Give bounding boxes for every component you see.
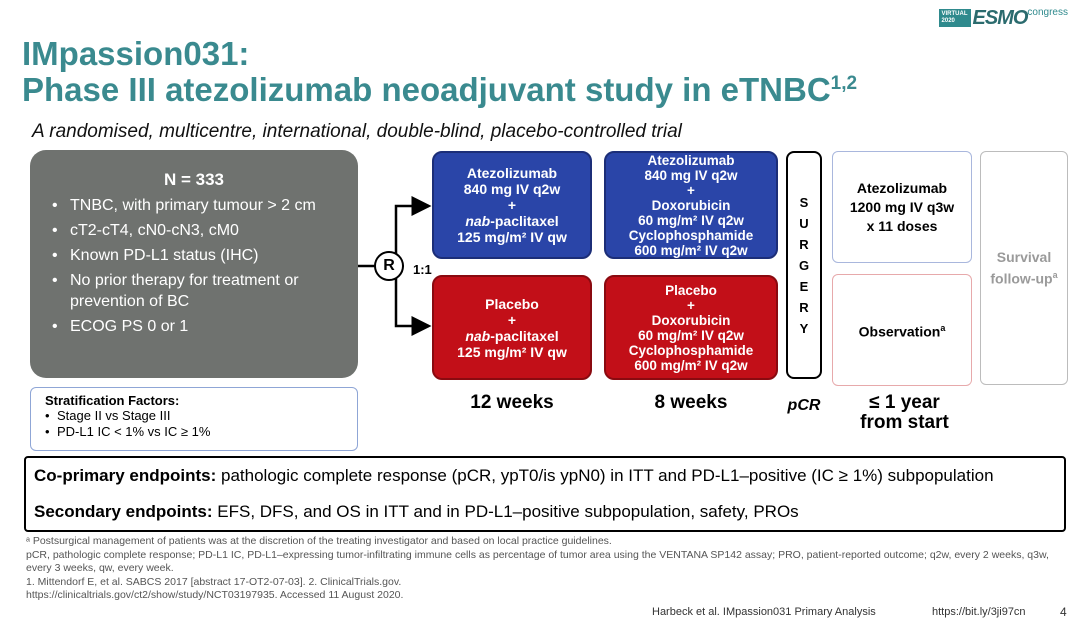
survival-followup-box: Survival follow-upa — [980, 151, 1068, 385]
esmo-logo: VIRTUAL 2020 ESMO congress — [938, 5, 1068, 31]
duration-line: ≤ 1 year — [869, 392, 940, 413]
atezo-doxorubicin-box: Atezolizumab 840 mg IV q2w + Doxorubicin… — [604, 151, 778, 259]
dose-count-label: x 11 doses — [866, 217, 938, 234]
stratification-heading: Stratification Factors: — [45, 393, 180, 408]
sample-size: N = 333 — [163, 170, 224, 189]
drug-label: Placebo — [485, 295, 539, 312]
placebo-nab-paclitaxel-box: Placebo + nab-paclitaxel 125 mg/m² IV qw — [432, 275, 592, 380]
title-line-1: IMpassion031: — [22, 35, 250, 72]
atezo-nab-paclitaxel-box: Atezolizumab 840 mg IV q2w + nab-paclita… — [432, 151, 592, 259]
plus-sign: + — [687, 182, 695, 198]
surgery-letter: U — [799, 215, 809, 231]
criterion-item: TNBC, with primary tumour > 2 cm — [50, 195, 338, 216]
criterion-item: No prior therapy for treatment or preven… — [50, 270, 338, 312]
dose-label: 600 mg/m² IV q2w — [634, 357, 748, 373]
footnote-abbreviations: pCR, pathologic complete response; PD-L1… — [26, 548, 1049, 575]
drug-label: Cyclophosphamide — [628, 227, 754, 243]
observation-box: Observationa — [832, 274, 972, 386]
footer-link[interactable]: https://bit.ly/3ji97cn — [932, 606, 1026, 618]
drug-label: Atezolizumab — [466, 165, 558, 181]
logo-suffix: congress — [1027, 7, 1068, 18]
endpoints-box: Co-primary endpoints: pathologic complet… — [24, 456, 1066, 532]
surgery-letter: G — [798, 257, 810, 273]
placebo-doxorubicin-box: Placebo + Doxorubicin 60 mg/m² IV q2w Cy… — [604, 275, 778, 380]
secondary-endpoints: Secondary endpoints: EFS, DFS, and OS in… — [34, 502, 799, 521]
criterion-item: cT2-cT4, cN0-cN3, cM0 — [50, 220, 338, 241]
title-superscript: 1,2 — [830, 73, 858, 94]
dose-label: 60 mg/m² IV q2w — [638, 212, 744, 228]
title-line-2: Phase III atezolizumab neoadjuvant study… — [22, 71, 858, 108]
drug-label: Doxorubicin — [651, 312, 731, 328]
stratification-list: Stage II vs Stage III PD-L1 IC < 1% vs I… — [45, 408, 343, 440]
drug-label: Cyclophosphamide — [628, 342, 754, 358]
dose-label: 60 mg/m² IV q2w — [638, 327, 744, 343]
surgery-letter: E — [799, 278, 809, 294]
arrow-to-placebo-arm — [394, 266, 432, 336]
observation-label: Observationa — [858, 322, 946, 340]
logo-brand: ESMO — [972, 6, 1029, 29]
page-title: IMpassion031: Phase III atezolizumab neo… — [22, 36, 857, 108]
criterion-item: Known PD-L1 status (IHC) — [50, 245, 338, 266]
duration-adjuvant: ≤ 1 year from start — [832, 393, 977, 433]
randomisation-ratio: 1:1 — [413, 262, 432, 277]
logo-tag: VIRTUAL 2020 — [938, 9, 971, 27]
page-subtitle: A randomised, multicentre, international… — [32, 121, 682, 142]
survival-label: Survival — [996, 249, 1052, 266]
page-number: 4 — [1060, 605, 1067, 619]
surgery-box: S U R G E R Y — [786, 151, 822, 379]
stratification-item: Stage II vs Stage III — [45, 408, 343, 424]
duration-12-weeks: 12 weeks — [470, 392, 554, 413]
plus-sign: + — [507, 197, 517, 213]
footnotes: ᵃ Postsurgical management of patients wa… — [26, 535, 1066, 603]
randomisation-circle: R — [374, 251, 404, 281]
adjuvant-atezo-box: Atezolizumab 1200 mg IV q3w x 11 doses — [832, 151, 972, 263]
patient-population-box: N = 333 TNBC, with primary tumour > 2 cm… — [30, 150, 358, 378]
surgery-letter: R — [799, 299, 809, 315]
stratification-box: Stratification Factors: Stage II vs Stag… — [30, 387, 358, 451]
dose-label: 840 mg IV q2w — [463, 181, 561, 197]
footer-citation: Harbeck et al. IMpassion031 Primary Anal… — [652, 606, 876, 618]
duration-8-weeks: 8 weeks — [654, 392, 728, 413]
pcr-label: pCR — [787, 397, 821, 414]
footnote-a: ᵃ Postsurgical management of patients wa… — [26, 535, 612, 547]
drug-label: Doxorubicin — [651, 197, 731, 213]
surgery-letter: Y — [799, 320, 809, 336]
dose-label: 600 mg/m² IV q2w — [634, 242, 748, 258]
footnote-references: 1. Mittendorf E, et al. SABCS 2017 [abst… — [26, 575, 404, 602]
inclusion-criteria-list: TNBC, with primary tumour > 2 cm cT2-cT4… — [50, 195, 338, 337]
dose-label: 125 mg/m² IV qw — [457, 229, 567, 245]
drug-label: Atezolizumab — [647, 152, 735, 168]
surgery-letter: R — [799, 236, 809, 252]
drug-label: Atezolizumab — [856, 179, 948, 196]
plus-sign: + — [507, 311, 517, 328]
plus-sign: + — [687, 297, 695, 313]
dose-label: 1200 mg IV q3w — [849, 198, 955, 215]
criterion-item: ECOG PS 0 or 1 — [50, 316, 338, 337]
drug-label: Placebo — [665, 282, 717, 298]
dose-label: 840 mg IV q2w — [644, 167, 738, 183]
dose-label: 125 mg/m² IV qw — [457, 343, 567, 360]
followup-label: follow-upa — [990, 270, 1058, 287]
surgery-letter: S — [799, 194, 809, 210]
drug-label: nab-paclitaxel — [465, 327, 559, 344]
duration-line: from start — [860, 412, 949, 433]
stratification-item: PD-L1 IC < 1% vs IC ≥ 1% — [45, 424, 343, 440]
primary-endpoints: Co-primary endpoints: pathologic complet… — [34, 466, 994, 485]
drug-label: nab-paclitaxel — [465, 213, 559, 229]
